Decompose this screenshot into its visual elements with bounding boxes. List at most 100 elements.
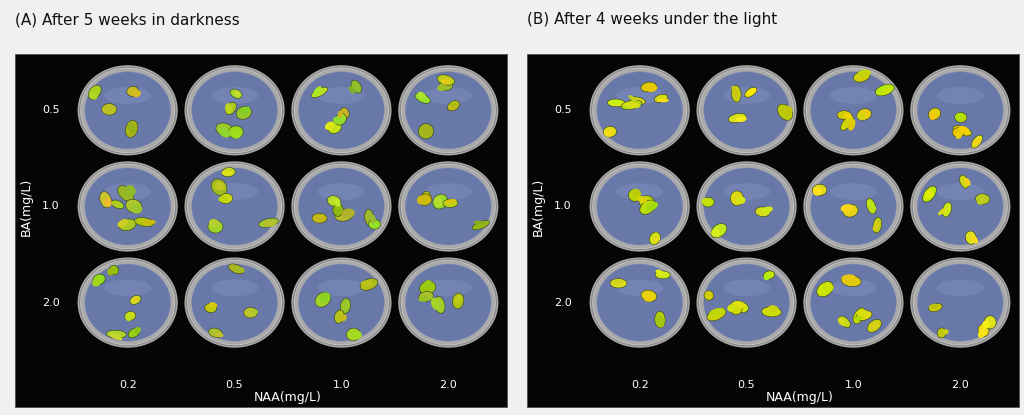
Ellipse shape [425, 183, 472, 200]
Ellipse shape [450, 101, 458, 108]
Ellipse shape [930, 112, 936, 120]
Ellipse shape [259, 218, 279, 227]
Ellipse shape [697, 258, 796, 347]
Ellipse shape [973, 139, 981, 145]
Ellipse shape [841, 204, 852, 212]
Ellipse shape [209, 328, 222, 337]
Ellipse shape [929, 303, 942, 312]
Ellipse shape [762, 307, 781, 317]
Ellipse shape [918, 72, 1004, 149]
Ellipse shape [341, 208, 355, 218]
Ellipse shape [127, 86, 138, 96]
Ellipse shape [637, 196, 647, 203]
Ellipse shape [813, 188, 822, 196]
Ellipse shape [215, 332, 223, 337]
Ellipse shape [762, 207, 773, 213]
Ellipse shape [829, 183, 877, 200]
Ellipse shape [313, 215, 324, 222]
Ellipse shape [631, 189, 641, 197]
Ellipse shape [857, 109, 871, 120]
Ellipse shape [185, 66, 284, 155]
Ellipse shape [340, 298, 350, 314]
Ellipse shape [112, 200, 124, 209]
Ellipse shape [641, 290, 656, 302]
Ellipse shape [191, 168, 278, 245]
Ellipse shape [237, 106, 252, 120]
Ellipse shape [228, 126, 244, 138]
Ellipse shape [473, 221, 485, 224]
Ellipse shape [401, 260, 496, 345]
Ellipse shape [437, 75, 455, 85]
Ellipse shape [597, 72, 682, 149]
Ellipse shape [699, 260, 794, 345]
Ellipse shape [657, 98, 669, 102]
Ellipse shape [955, 132, 963, 139]
Ellipse shape [209, 302, 217, 308]
Ellipse shape [228, 264, 244, 274]
Ellipse shape [85, 72, 170, 149]
Ellipse shape [119, 219, 136, 231]
Ellipse shape [857, 310, 869, 317]
Ellipse shape [784, 106, 793, 114]
Text: 0.2: 0.2 [119, 381, 136, 391]
Ellipse shape [406, 264, 492, 341]
Ellipse shape [731, 85, 741, 102]
Ellipse shape [911, 66, 1010, 155]
Ellipse shape [419, 194, 432, 205]
Ellipse shape [434, 297, 445, 313]
Ellipse shape [913, 164, 1008, 249]
Text: 1.0: 1.0 [554, 201, 571, 212]
Ellipse shape [112, 202, 121, 206]
Ellipse shape [455, 295, 463, 304]
Ellipse shape [415, 93, 430, 103]
Ellipse shape [712, 229, 721, 237]
Ellipse shape [844, 112, 852, 119]
Ellipse shape [984, 316, 996, 329]
Ellipse shape [218, 127, 230, 137]
Ellipse shape [346, 328, 360, 341]
Ellipse shape [733, 301, 746, 308]
Ellipse shape [697, 162, 796, 251]
Ellipse shape [118, 186, 134, 201]
Ellipse shape [335, 113, 346, 125]
Ellipse shape [134, 217, 155, 227]
Ellipse shape [923, 186, 936, 202]
Ellipse shape [208, 220, 223, 233]
Ellipse shape [335, 209, 354, 221]
Ellipse shape [88, 85, 101, 100]
Ellipse shape [418, 92, 426, 99]
Ellipse shape [610, 278, 627, 288]
Ellipse shape [807, 164, 900, 249]
Ellipse shape [125, 315, 131, 321]
Ellipse shape [102, 106, 112, 114]
Ellipse shape [837, 111, 851, 120]
Ellipse shape [187, 260, 282, 345]
Ellipse shape [365, 210, 374, 226]
Ellipse shape [85, 168, 170, 245]
Ellipse shape [317, 87, 365, 104]
Ellipse shape [703, 72, 790, 149]
Ellipse shape [348, 86, 354, 94]
Ellipse shape [730, 301, 749, 313]
Ellipse shape [913, 260, 1008, 345]
Ellipse shape [81, 260, 175, 345]
Ellipse shape [746, 88, 757, 95]
Ellipse shape [593, 164, 687, 249]
Ellipse shape [328, 196, 341, 207]
Ellipse shape [730, 191, 743, 206]
Ellipse shape [340, 107, 349, 119]
Ellipse shape [369, 220, 381, 229]
Ellipse shape [325, 122, 334, 130]
Ellipse shape [104, 183, 152, 200]
Ellipse shape [311, 87, 328, 98]
Ellipse shape [937, 328, 946, 338]
Ellipse shape [959, 175, 969, 188]
Ellipse shape [78, 66, 177, 155]
Ellipse shape [811, 264, 896, 341]
Ellipse shape [856, 311, 872, 321]
Text: 2.0: 2.0 [42, 298, 59, 308]
Text: 0.5: 0.5 [225, 381, 244, 391]
Ellipse shape [312, 213, 327, 223]
Ellipse shape [125, 120, 138, 137]
Ellipse shape [616, 279, 664, 296]
